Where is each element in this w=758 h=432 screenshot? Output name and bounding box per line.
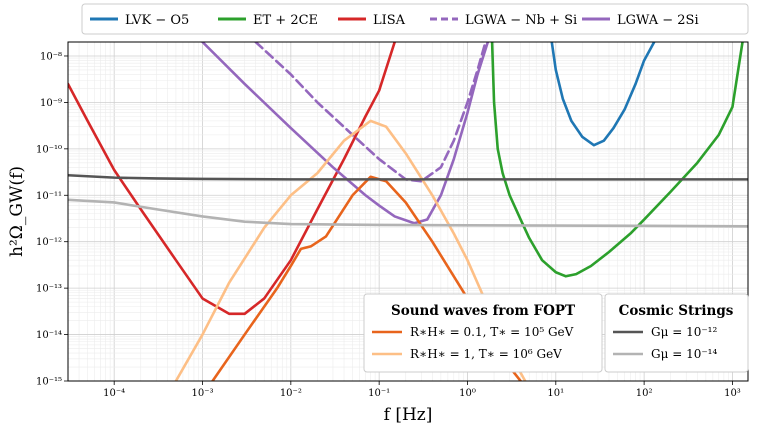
- y-tick-label-6: 10⁻⁹: [40, 98, 62, 109]
- y-axis-label: h²Ω_GW(f): [7, 166, 27, 257]
- y-tick-label-1: 10⁻¹⁴: [36, 330, 62, 341]
- fopt-legend: Sound waves from FOPT R∗H∗ = 0.1, T∗ = 1…: [363, 293, 603, 373]
- series-line-8: [68, 198, 748, 228]
- x-tick-label-2: 10⁻²: [280, 388, 302, 399]
- plot-frame: [67, 41, 749, 382]
- top-legend-label-2: LISA: [373, 13, 406, 28]
- y-tick-label-7: 10⁻⁸: [40, 51, 62, 62]
- strings-legend-label-1: Gμ = 10⁻¹⁴: [651, 347, 717, 361]
- series-line-6: [174, 119, 527, 381]
- strings-legend-title: Cosmic Strings: [619, 303, 734, 319]
- x-tick-label-1: 10⁻³: [191, 388, 213, 399]
- series-line-7: [68, 173, 748, 181]
- series-line-4: [201, 42, 490, 225]
- y-tick-label-0: 10⁻¹⁵: [36, 377, 62, 388]
- fopt-legend-label-1: R∗H∗ = 1, T∗ = 10⁶ GeV: [410, 347, 562, 361]
- series-layer: [68, 42, 748, 381]
- y-tick-label-4: 10⁻¹¹: [36, 191, 62, 202]
- y-tick-label-3: 10⁻¹²: [36, 237, 62, 248]
- series-line-1: [490, 42, 744, 278]
- x-tick-label-0: 10⁻⁴: [103, 388, 125, 399]
- series-line-0: [550, 42, 656, 147]
- x-tick-label-4: 10⁰: [459, 388, 476, 399]
- fopt-legend-label-0: R∗H∗ = 0.1, T∗ = 10⁵ GeV: [410, 325, 574, 339]
- strings-legend: Cosmic Strings Gμ = 10⁻¹² Gμ = 10⁻¹⁴: [604, 293, 749, 373]
- y-tick-label-2: 10⁻¹³: [36, 284, 62, 295]
- x-tick-label-6: 10²: [636, 388, 653, 399]
- top-legend-label-4: LGWA − 2Si: [617, 13, 699, 28]
- strings-legend-label-0: Gμ = 10⁻¹²: [651, 325, 717, 339]
- ticks: 10⁻⁴ 10⁻³ 10⁻² 10⁻¹ 10⁰ 10¹ 10² 10³ 10⁻¹⁵ 10⁻¹⁴ 10…: [36, 51, 741, 399]
- top-legend-label-1: ET + 2CE: [253, 13, 318, 28]
- y-tick-label-5: 10⁻¹⁰: [36, 144, 62, 155]
- x-axis-label: f [Hz]: [384, 405, 433, 425]
- x-tick-label-7: 10³: [724, 388, 741, 399]
- top-legend: LVK − O5 ET + 2CE LISA LGWA − Nb + Si LGWA −…: [81, 3, 749, 35]
- fopt-legend-title: Sound waves from FOPT: [391, 303, 575, 319]
- fopt-legend-box: [363, 293, 603, 373]
- top-legend-label-0: LVK − O5: [125, 13, 189, 28]
- strings-legend-box: [604, 293, 749, 373]
- x-tick-label-3: 10⁻¹: [368, 388, 390, 399]
- x-tick-label-5: 10¹: [547, 388, 564, 399]
- top-legend-box: [81, 3, 749, 35]
- top-legend-label-3: LGWA − Nb + Si: [465, 13, 577, 28]
